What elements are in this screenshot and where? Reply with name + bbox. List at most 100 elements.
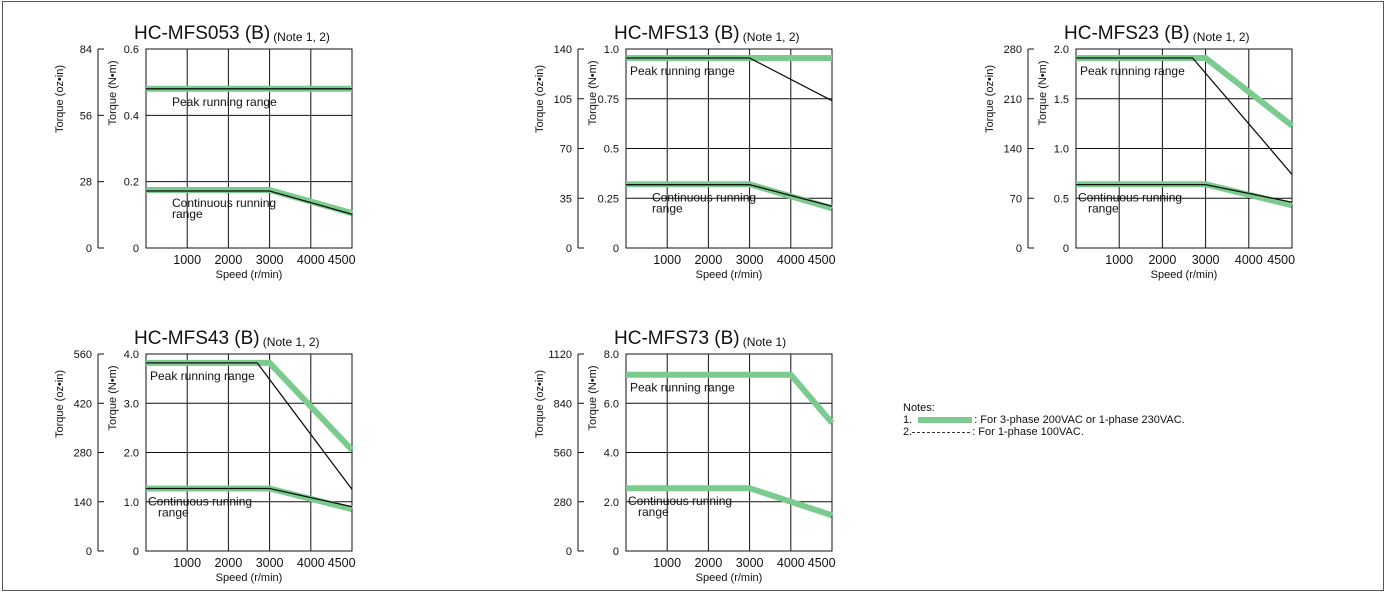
y2-tick-label: 105	[554, 94, 572, 106]
note-1-text: : For 3-phase 200VAC or 1-phase 230VAC.	[974, 414, 1185, 426]
y2-tick-label: 1120	[548, 349, 572, 361]
y2-tick-label: 70	[560, 144, 572, 156]
y-tick-label: 3.0	[124, 398, 139, 410]
x-tick-label: 3000	[736, 556, 764, 570]
continuous-range-label-line2: range	[1088, 201, 1119, 215]
y-tick-label: 1.0	[1054, 144, 1069, 156]
x-axis-label: Speed (r/min)	[696, 269, 763, 281]
chart-note: (Note 1, 2)	[1193, 30, 1250, 44]
x-tick-label: 4000	[777, 556, 805, 570]
notes-box: Notes: 1.: For 3-phase 200VAC or 1-phase…	[903, 402, 1185, 438]
series-line-black	[1076, 57, 1293, 175]
y2-tick-label: 210	[1004, 94, 1022, 106]
chart-note: (Note 1, 2)	[273, 30, 330, 44]
y-tick-label: 0.2	[124, 177, 139, 189]
series-line-black	[146, 362, 353, 490]
x-tick-label: 1000	[173, 253, 201, 267]
x-axis-label: Speed (r/min)	[216, 572, 283, 584]
y2-tick-label: 0	[566, 243, 572, 255]
continuous-range-label: Continuous running	[628, 494, 732, 508]
y-tick-label: 0	[133, 243, 139, 255]
chart-5: HC-MFS73 (B) (Note 1) 1000 2000 3000 4000 4500…	[534, 328, 836, 584]
series-line-green	[626, 371, 835, 425]
y-tick-label: 0	[133, 546, 139, 558]
series-line-black	[626, 184, 833, 207]
y2-tick-label: 280	[554, 497, 572, 509]
y-tick-label: 2.0	[124, 448, 139, 460]
y2-tick-label: 840	[554, 398, 572, 410]
chart-2: HC-MFS13 (B) (Note 1, 2) 1000 2000 3000 4000 4…	[534, 23, 836, 281]
x-tick-label: 1000	[653, 556, 681, 570]
x-axis-label: Speed (r/min)	[1151, 269, 1218, 281]
green-line-swatch	[918, 417, 973, 424]
x-tick-label: 4000	[297, 556, 325, 570]
y2-axis-label: Torque (oz•in)	[54, 65, 66, 133]
continuous-range-label-line2: range	[158, 505, 189, 519]
x-tick-label: 2000	[214, 556, 242, 570]
y2-tick-label: 35	[560, 193, 572, 205]
series-line-black	[146, 487, 353, 508]
note-1-number: 1.	[903, 414, 913, 426]
chart-title: HC-MFS43 (B)	[134, 328, 260, 349]
chart-title: HC-MFS23 (B)	[1064, 23, 1190, 44]
x-tick-label: 3000	[256, 556, 284, 570]
y-tick-label: 1.0	[604, 44, 619, 56]
x-tick-label: 2000	[694, 253, 722, 267]
x-tick-label: 3000	[256, 253, 284, 267]
chart-title: HC-MFS053 (B)	[134, 23, 270, 44]
y2-axis-label: Torque (oz•in)	[54, 370, 66, 438]
y2-tick-label: 420	[74, 398, 92, 410]
y-axis-label: Torque (N•m)	[587, 61, 599, 126]
y2-axis-label: Torque (oz•in)	[984, 65, 996, 133]
y2-tick-label: 140	[554, 44, 572, 56]
y-tick-label: 0.5	[1054, 193, 1069, 205]
y2-tick-label: 28	[80, 177, 92, 189]
continuous-range-label: Continuous running	[1078, 190, 1182, 204]
y2-tick-label: 560	[74, 349, 92, 361]
y-tick-label: 0.4	[124, 110, 139, 122]
x-tick-label: 1000	[1105, 253, 1133, 267]
chart-4: HC-MFS43 (B) (Note 1, 2)1000 2000 3000 4000 4…	[54, 328, 356, 584]
y-tick-label: 0	[613, 546, 619, 558]
y2-axis-label: Torque (oz•in)	[534, 370, 546, 438]
y2-tick-label: 0	[566, 546, 572, 558]
x-tick-label: 4000	[777, 253, 805, 267]
y-axis-label: Torque (N•m)	[107, 366, 119, 431]
y-tick-label: 1.0	[124, 497, 139, 509]
continuous-range-label: Continuous running	[148, 494, 252, 508]
y2-tick-label: 70	[1010, 193, 1022, 205]
y-tick-label: 2.0	[1054, 44, 1069, 56]
y2-tick-label: 0	[86, 243, 92, 255]
y2-tick-label: 0	[86, 546, 92, 558]
continuous-range-label: Continuous running	[652, 190, 756, 204]
x-axis-label: Speed (r/min)	[696, 572, 763, 584]
continuous-range-label-line2: range	[172, 207, 203, 221]
series-line-black	[626, 57, 833, 102]
series-line-green	[626, 485, 833, 519]
x-tick-label: 4500	[1267, 253, 1295, 267]
note-2: 2.: For 1-phase 100VAC.	[903, 426, 1185, 438]
note-2-number: 2.	[903, 426, 913, 438]
y-axis-label: Torque (N•m)	[107, 61, 119, 126]
x-tick-label: 4500	[328, 253, 356, 267]
y2-tick-label: 56	[80, 110, 92, 122]
y2-tick-label: 560	[554, 448, 572, 460]
y-tick-label: 0	[1063, 243, 1069, 255]
y-axis-label: Torque (N•m)	[587, 366, 599, 431]
x-tick-label: 2000	[694, 556, 722, 570]
x-tick-label: 1000	[173, 556, 201, 570]
peak-range-label: Peak running range	[630, 381, 735, 395]
peak-range-label: Peak running range	[1080, 64, 1185, 78]
chart-note: (Note 1, 2)	[743, 30, 800, 44]
x-tick-label: 3000	[736, 253, 764, 267]
x-tick-label: 3000	[1192, 253, 1220, 267]
chart-note: (Note 1, 2)	[263, 335, 320, 349]
y-tick-label: 0	[613, 243, 619, 255]
chart-title: HC-MFS13 (B)	[614, 23, 740, 44]
continuous-range-label: Continuous running	[172, 196, 276, 210]
y2-tick-label: 140	[74, 497, 92, 509]
y-tick-label: 4.0	[124, 349, 139, 361]
x-tick-label: 4500	[328, 556, 356, 570]
y-tick-label: 0.5	[604, 144, 619, 156]
